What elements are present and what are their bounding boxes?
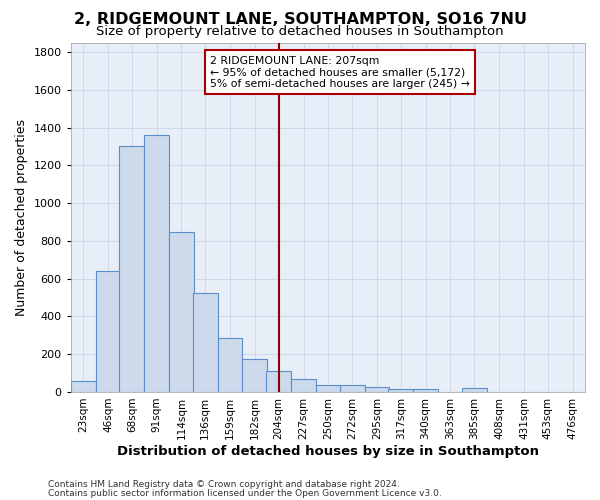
Bar [365,387,389,392]
Bar [242,359,268,392]
Bar [340,386,365,392]
Bar [462,388,487,392]
Bar [388,389,413,392]
Text: 2, RIDGEMOUNT LANE, SOUTHAMPTON, SO16 7NU: 2, RIDGEMOUNT LANE, SOUTHAMPTON, SO16 7N… [74,12,527,28]
Bar [291,378,316,392]
Y-axis label: Number of detached properties: Number of detached properties [15,118,28,316]
Text: 2 RIDGEMOUNT LANE: 207sqm
← 95% of detached houses are smaller (5,172)
5% of sem: 2 RIDGEMOUNT LANE: 207sqm ← 95% of detac… [210,56,470,89]
Text: Size of property relative to detached houses in Southampton: Size of property relative to detached ho… [96,25,504,38]
Bar [316,386,341,392]
Bar [95,271,121,392]
Bar [413,389,438,392]
Text: Contains public sector information licensed under the Open Government Licence v3: Contains public sector information licen… [48,490,442,498]
Bar [193,293,218,392]
Bar [71,380,95,392]
X-axis label: Distribution of detached houses by size in Southampton: Distribution of detached houses by size … [117,444,539,458]
Bar [266,371,291,392]
Bar [144,135,169,392]
Bar [119,146,144,392]
Text: Contains HM Land Registry data © Crown copyright and database right 2024.: Contains HM Land Registry data © Crown c… [48,480,400,489]
Bar [169,232,194,392]
Bar [218,338,242,392]
